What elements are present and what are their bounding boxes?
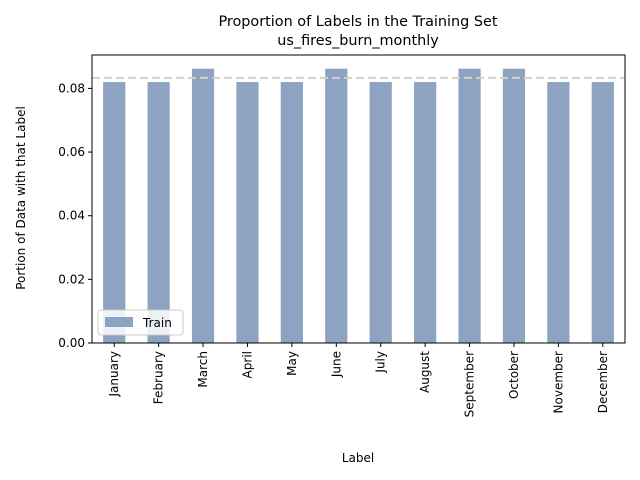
y-axis-ticks: 0.00 0.02 0.04 0.06 0.08 [58,81,92,350]
x-tick-label: June [329,351,343,378]
legend-label: Train [142,316,172,330]
y-tick-label: 0.04 [58,209,85,223]
bar-october [502,68,526,344]
x-tick-label: February [152,351,166,404]
plot-frame [91,54,626,344]
x-tick-label: May [285,351,299,376]
y-tick-label: 0.02 [58,272,85,286]
legend: Train [97,309,184,336]
bar-february [147,82,170,344]
x-axis-label: Label [342,451,374,465]
bar-june [325,68,348,344]
chart-subtitle: us_fires_burn_monthly [277,33,439,49]
legend-frame [97,309,184,336]
bar-july [369,82,392,344]
bar-series [103,68,614,344]
bar-january [103,82,126,344]
y-tick-label: 0.00 [58,336,85,350]
y-tick-label: 0.06 [58,145,85,159]
x-tick-label: January [107,351,121,398]
x-tick-label: October [507,351,521,399]
x-tick-label: March [196,351,210,388]
bar-december [591,82,614,344]
x-tick-label: December [596,351,610,413]
x-tick-label: July [374,351,388,374]
x-tick-label: August [418,351,432,393]
x-tick-label: April [240,351,254,378]
bar-march [191,68,215,344]
y-tick-label: 0.08 [58,81,85,95]
bar-august [414,82,437,344]
bar-april [236,82,259,344]
bar-november [547,82,570,344]
y-axis-label: Portion of Data with that Label [14,106,28,290]
bar-may [280,82,303,344]
x-tick-label: September [463,351,477,417]
legend-swatch [105,317,133,327]
chart-title: Proportion of Labels in the Training Set [218,14,497,30]
x-tick-label: November [551,351,565,413]
bar-september [458,68,481,344]
x-axis-ticks: January February March April May June July Augu… [107,343,610,417]
